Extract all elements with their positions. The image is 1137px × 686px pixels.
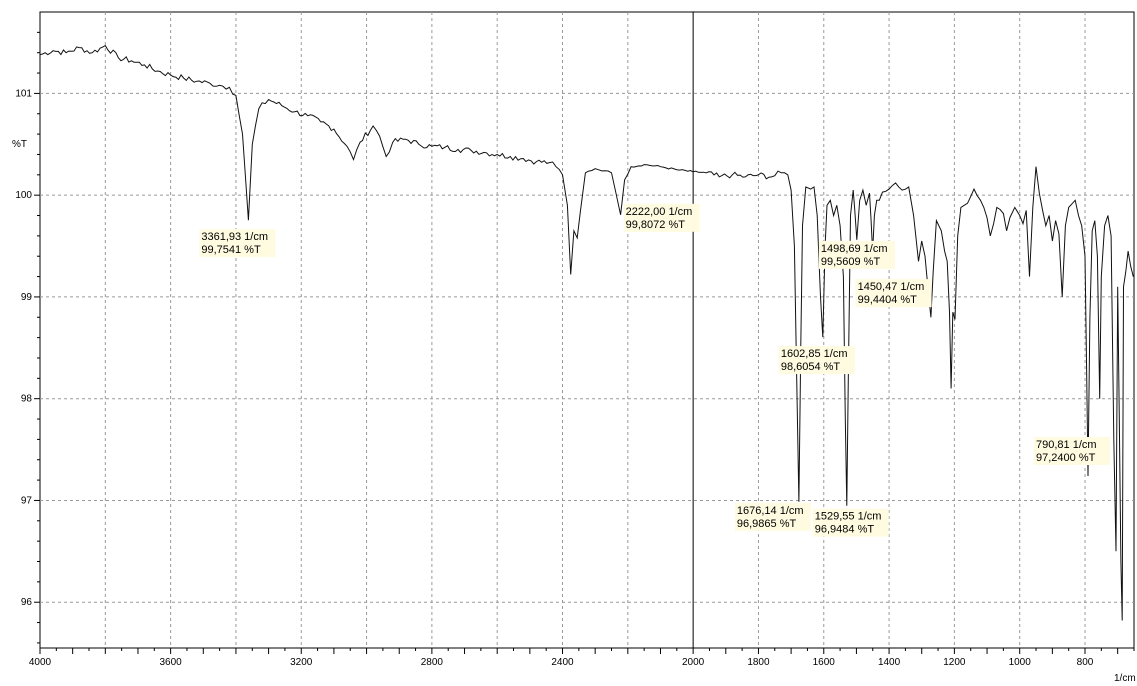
x-tick-label: 2400 <box>551 657 574 668</box>
plot-area <box>39 11 1135 649</box>
annotation-transmittance: 97,2400 %T <box>1036 452 1096 464</box>
x-tick-label: 3600 <box>160 657 183 668</box>
annotation-background <box>818 240 895 269</box>
annotation-background <box>855 279 932 308</box>
y-tick-label: 99 <box>21 292 33 303</box>
annotation-background <box>1034 437 1111 466</box>
y-tick-label: 100 <box>15 190 32 201</box>
annotation-transmittance: 99,5609 %T <box>821 256 881 268</box>
y-tick-label: 96 <box>21 597 33 608</box>
x-tick-label: 1200 <box>943 657 966 668</box>
y-tick-label: 98 <box>21 394 33 405</box>
annotation-wavenumber: 1676,14 1/cm <box>737 505 804 517</box>
annotation-wavenumber: 1498,69 1/cm <box>821 243 888 255</box>
annotation-wavenumber: 1529,55 1/cm <box>815 511 882 523</box>
annotation-background <box>623 203 700 232</box>
spectrum-line <box>39 44 1134 621</box>
x-tick-label: 1600 <box>813 657 836 668</box>
annotation-wavenumber: 790,81 1/cm <box>1036 439 1097 451</box>
x-tick-label: 1400 <box>878 657 901 668</box>
annotation-background <box>812 508 889 537</box>
annotation-background <box>734 502 811 531</box>
y-tick-label: 101 <box>15 88 32 99</box>
annotation-background <box>199 229 276 258</box>
x-tick-label: 4000 <box>29 657 52 668</box>
annotation-wavenumber: 2222,00 1/cm <box>626 206 693 218</box>
grid-lines <box>40 12 1134 648</box>
annotation-transmittance: 98,6054 %T <box>781 361 841 373</box>
annotation-transmittance: 96,9484 %T <box>815 524 875 536</box>
annotation-transmittance: 99,8072 %T <box>626 219 686 231</box>
y-tick-labels: 96 97 98 99 100 101 <box>15 88 32 608</box>
x-tick-label: 3200 <box>290 657 313 668</box>
y-tick-label: 97 <box>21 495 33 506</box>
annotation-transmittance: 99,4404 %T <box>858 294 918 306</box>
annotation-background <box>778 346 855 375</box>
x-tick-label: 1000 <box>1009 657 1032 668</box>
x-tick-labels: 4000 3600 3200 2800 2400 2000 1600 1400 1200 1000… <box>29 657 1094 668</box>
annotation-wavenumber: 1602,85 1/cm <box>781 348 848 360</box>
x-tick-label: 2800 <box>421 657 444 668</box>
y-axis-unit-label: %T <box>12 139 27 150</box>
x-tick-label: 1800 <box>747 657 770 668</box>
axis-ticks <box>34 31 1135 654</box>
annotation-transmittance: 99,7541 %T <box>201 244 261 256</box>
annotation-wavenumber: 1450,47 1/cm <box>858 281 925 293</box>
annotation-wavenumber: 3361,93 1/cm <box>201 231 268 243</box>
annotation-transmittance: 96,9865 %T <box>737 518 797 530</box>
x-axis-unit-label: 1/cm <box>1114 673 1136 684</box>
x-tick-label: 2000 <box>682 657 705 668</box>
x-tick-label: 800 <box>1077 657 1094 668</box>
